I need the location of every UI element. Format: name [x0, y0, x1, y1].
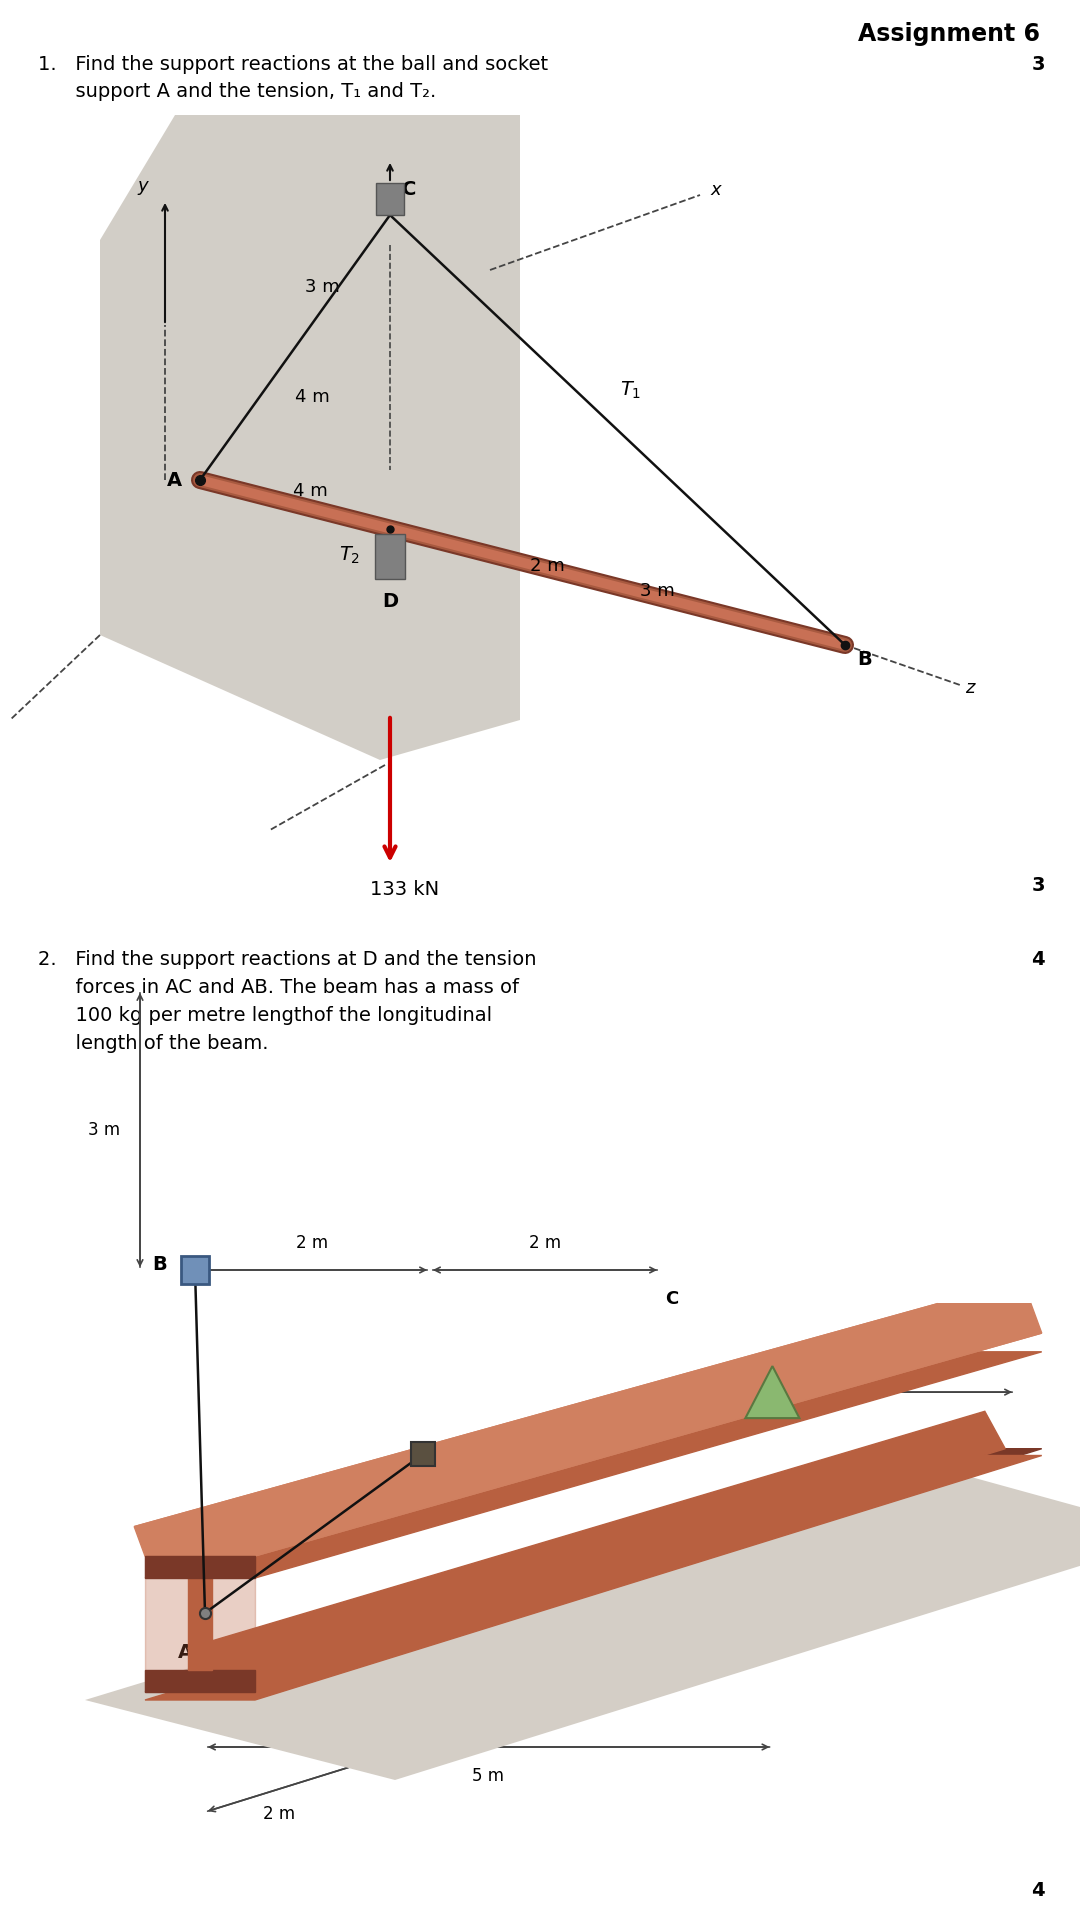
Text: 4: 4 — [1031, 1882, 1045, 1901]
Polygon shape — [145, 1455, 1042, 1699]
Text: 1.   Find the support reactions at the ball and socket: 1. Find the support reactions at the bal… — [38, 56, 549, 75]
Text: length of the beam.: length of the beam. — [38, 1035, 269, 1052]
Text: 3 m: 3 m — [640, 582, 675, 599]
Text: 2.   Find the support reactions at D and the tension: 2. Find the support reactions at D and t… — [38, 950, 537, 970]
Polygon shape — [145, 1450, 1042, 1692]
Polygon shape — [188, 1411, 1005, 1692]
Text: Assignment 6: Assignment 6 — [858, 21, 1040, 46]
Bar — [410, 1442, 434, 1467]
Text: A: A — [167, 470, 183, 490]
Text: 3: 3 — [1031, 876, 1045, 895]
Text: 3: 3 — [1031, 56, 1045, 75]
Text: 4: 4 — [1031, 950, 1045, 970]
Polygon shape — [188, 1578, 212, 1670]
Polygon shape — [244, 1304, 1042, 1555]
Text: 2 m: 2 m — [530, 557, 565, 574]
Bar — [181, 1256, 210, 1284]
Polygon shape — [145, 1332, 1042, 1555]
Text: 100 kg per metre lengthof the longitudinal: 100 kg per metre lengthof the longitudin… — [38, 1006, 492, 1025]
Text: B: B — [858, 651, 872, 668]
Text: 5 m: 5 m — [472, 1766, 504, 1786]
Text: 3 m: 3 m — [306, 278, 340, 296]
Text: y: y — [137, 177, 148, 196]
Polygon shape — [145, 1555, 255, 1692]
Polygon shape — [134, 1304, 948, 1555]
Polygon shape — [145, 1352, 1042, 1578]
Polygon shape — [100, 115, 519, 760]
Text: 2 m: 2 m — [296, 1235, 328, 1252]
Polygon shape — [145, 1670, 255, 1692]
Text: D: D — [802, 1388, 818, 1405]
Text: C: C — [665, 1290, 678, 1308]
Text: 3 m: 3 m — [87, 1121, 120, 1139]
Text: 133 kN: 133 kN — [370, 879, 440, 899]
Text: z: z — [966, 680, 974, 697]
Text: 2 m: 2 m — [262, 1805, 295, 1822]
Text: 2 m: 2 m — [529, 1235, 562, 1252]
Text: C: C — [402, 180, 417, 200]
Polygon shape — [145, 1555, 255, 1578]
Bar — [376, 182, 404, 215]
Text: support A and the tension, T₁ and T₂.: support A and the tension, T₁ and T₂. — [38, 83, 436, 102]
Text: 4 m: 4 m — [293, 482, 327, 499]
Text: B: B — [152, 1256, 167, 1275]
Text: D: D — [382, 591, 399, 611]
Polygon shape — [134, 1304, 1031, 1526]
Text: A: A — [177, 1644, 192, 1663]
Polygon shape — [745, 1367, 799, 1419]
Text: $T_2$: $T_2$ — [339, 545, 360, 566]
Bar — [375, 534, 405, 578]
Text: x: x — [710, 180, 720, 200]
Polygon shape — [85, 1455, 1080, 1780]
Text: $T_1$: $T_1$ — [620, 380, 642, 401]
Text: C: C — [447, 1440, 461, 1459]
Text: 1 m: 1 m — [891, 1356, 923, 1375]
Text: forces in AC and AB. The beam has a mass of: forces in AC and AB. The beam has a mass… — [38, 977, 519, 996]
Text: 4 m: 4 m — [295, 388, 330, 407]
